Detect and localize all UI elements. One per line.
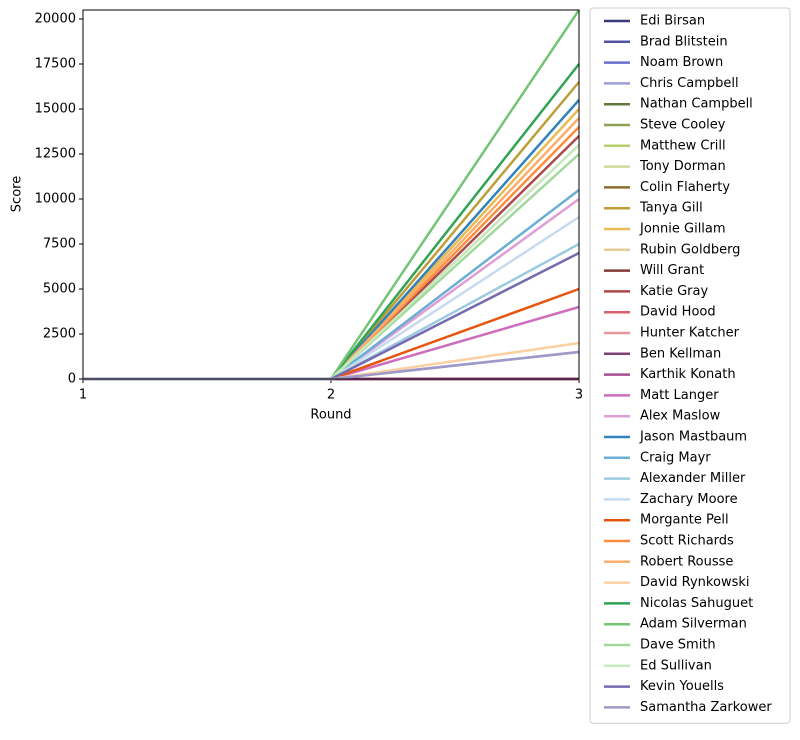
series-line <box>83 305 580 381</box>
y-tick-label: 10000 <box>35 192 76 207</box>
y-tick-label: 7500 <box>43 237 76 252</box>
legend-label: Will Grant <box>640 263 704 278</box>
series-line <box>83 81 580 381</box>
legend-label: David Hood <box>640 305 716 320</box>
legend-label: Brad Blitstein <box>640 34 728 49</box>
series-line <box>83 287 580 381</box>
legend-label: Robert Rousse <box>640 554 733 569</box>
x-tick-label: 1 <box>79 388 87 403</box>
legend-label: Scott Richards <box>640 534 734 549</box>
legend-label: Nicolas Sahuguet <box>640 596 753 611</box>
legend-label: Ben Kellman <box>640 346 721 361</box>
legend-label: Jonnie Gillam <box>639 222 726 237</box>
series-line <box>83 144 580 381</box>
y-tick-label: 2500 <box>43 327 76 342</box>
legend-label: Adam Silverman <box>640 617 747 632</box>
legend-label: Steve Cooley <box>640 118 726 133</box>
legend-label: Zachary Moore <box>640 492 738 507</box>
x-tick-label: 2 <box>327 388 335 403</box>
y-tick-label: 12500 <box>35 147 76 162</box>
legend-label: Karthik Konath <box>640 367 736 382</box>
x-tick-label: 3 <box>575 388 583 403</box>
y-tick-label: 5000 <box>43 282 76 297</box>
plot-frame <box>82 9 580 380</box>
legend-label: Hunter Katcher <box>640 326 740 341</box>
legend-box <box>589 7 791 724</box>
series-line <box>83 144 580 381</box>
legend-label: Samantha Zarkower <box>640 700 772 715</box>
y-tick-label: 0 <box>68 372 76 387</box>
legend-label: Jason Mastbaum <box>639 430 747 445</box>
y-axis-label: Score <box>10 176 25 212</box>
series-line <box>83 350 580 381</box>
legend-label: David Rynkowski <box>640 575 749 590</box>
y-tick-label: 15000 <box>35 102 76 117</box>
series-line <box>83 99 580 381</box>
series-line <box>83 350 580 381</box>
x-axis-label: Round <box>310 408 351 423</box>
legend-label: Kevin Youells <box>640 679 724 694</box>
legend-label: Dave Smith <box>640 638 716 653</box>
y-tick-label: 20000 <box>35 12 76 27</box>
series-line <box>83 108 580 381</box>
legend-label: Morgante Pell <box>640 513 729 528</box>
legend-label: Rubin Goldberg <box>640 242 740 257</box>
legend-label: Alexander Miller <box>640 471 746 486</box>
legend-label: Nathan Campbell <box>640 97 753 112</box>
legend-label: Noam Brown <box>640 55 723 70</box>
legend-label: Chris Campbell <box>640 76 739 91</box>
legend-label: Matthew Crill <box>640 138 726 153</box>
legend-label: Matt Langer <box>640 388 719 403</box>
y-tick-label: 17500 <box>35 57 76 72</box>
legend-label: Colin Flaherty <box>640 180 730 195</box>
legend-label: Tony Dorman <box>639 159 726 174</box>
legend-label: Alex Maslow <box>640 409 721 424</box>
legend-label: Ed Sullivan <box>640 658 712 673</box>
legend-label: Craig Mayr <box>640 450 711 465</box>
legend-label: Edi Birsan <box>640 14 705 29</box>
legend-label: Katie Gray <box>640 284 708 299</box>
legend-label: Tanya Gill <box>639 201 703 216</box>
series-line <box>83 197 580 381</box>
